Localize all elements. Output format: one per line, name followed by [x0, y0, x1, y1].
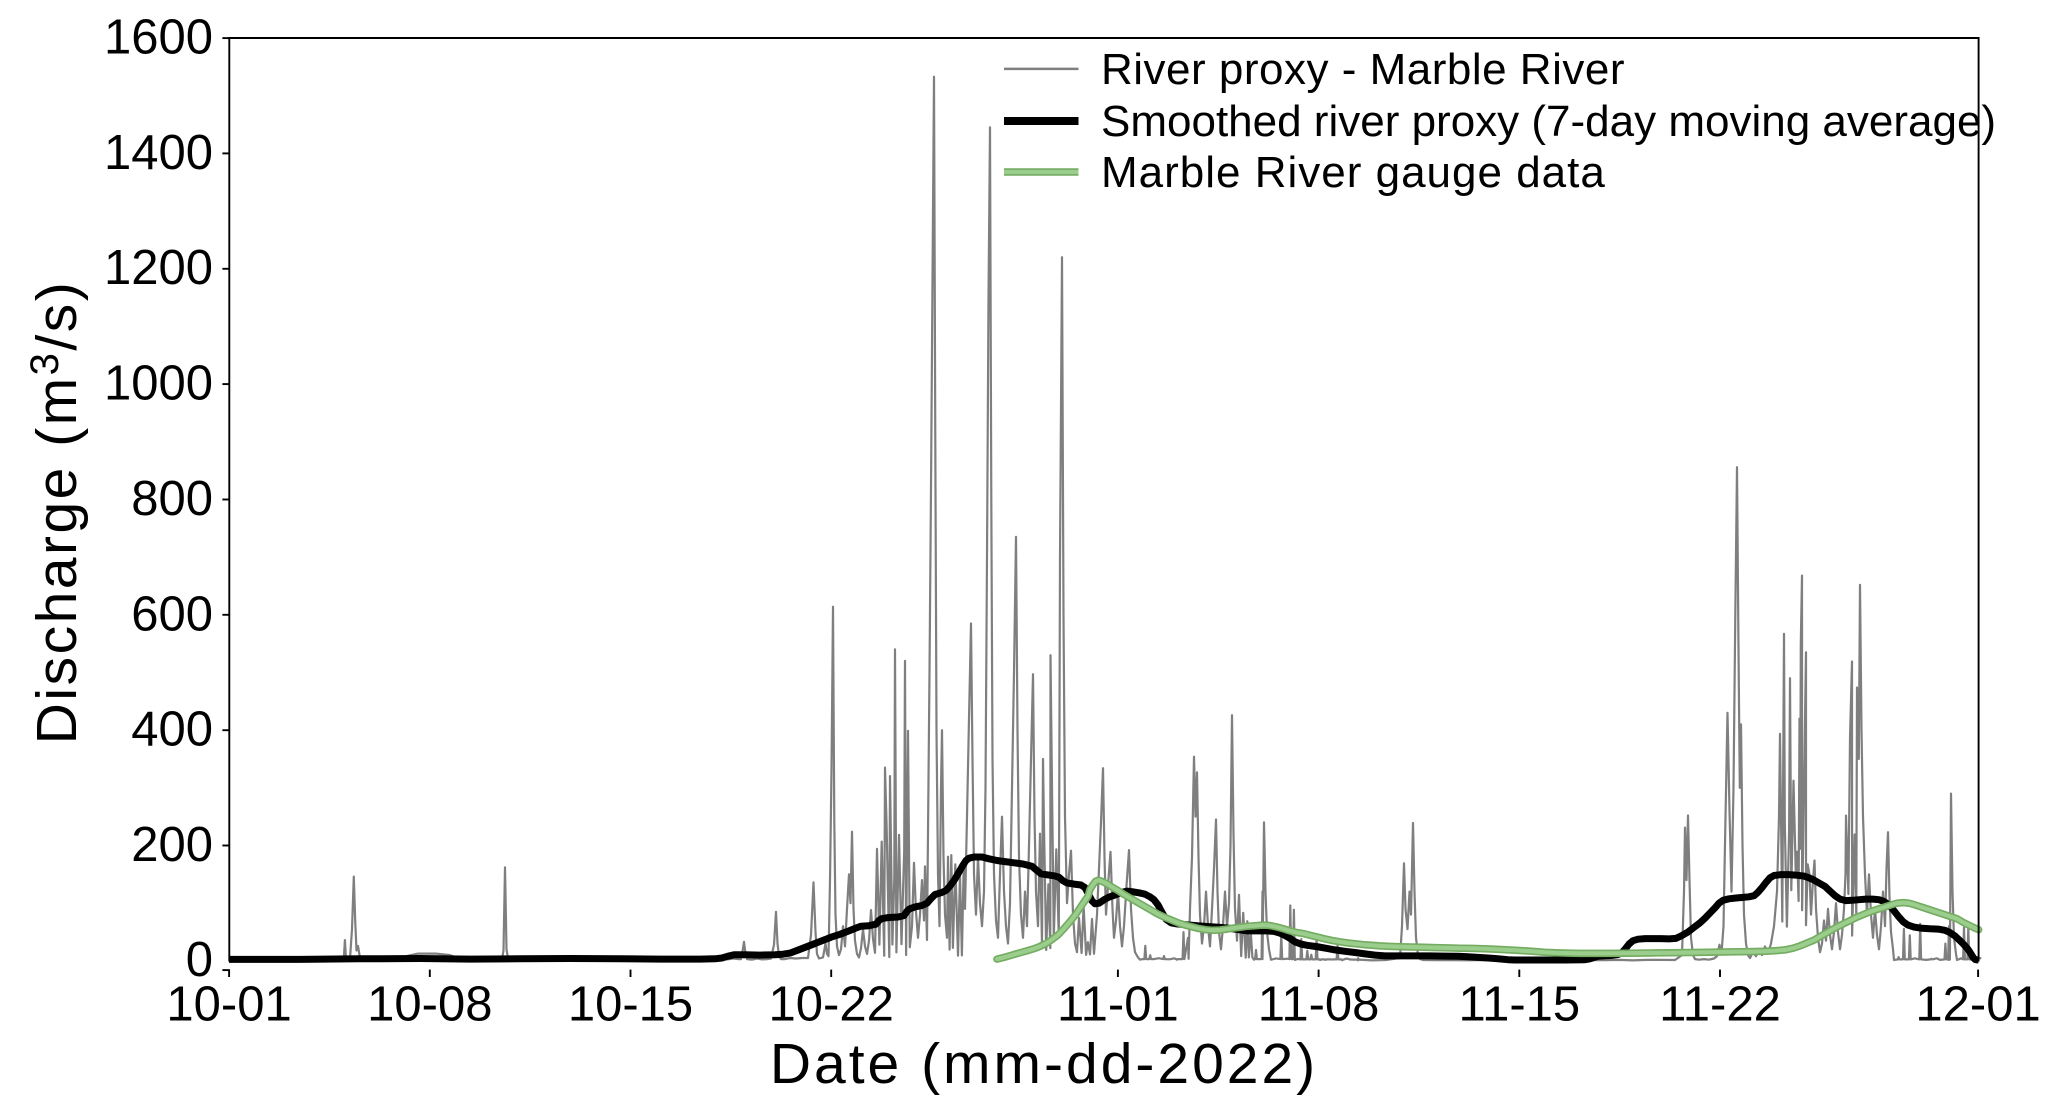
- svg-text:400: 400: [131, 703, 213, 757]
- svg-text:1200: 1200: [104, 241, 213, 295]
- svg-text:River proxy - Marble River: River proxy - Marble River: [1101, 45, 1625, 94]
- svg-text:200: 200: [131, 818, 213, 872]
- svg-text:800: 800: [131, 472, 213, 526]
- svg-text:12-01: 12-01: [1915, 978, 2040, 1032]
- svg-text:10-22: 10-22: [769, 978, 894, 1032]
- svg-text:1600: 1600: [104, 11, 213, 65]
- svg-text:1000: 1000: [104, 357, 213, 411]
- svg-text:11-08: 11-08: [1258, 978, 1380, 1032]
- svg-text:10-08: 10-08: [367, 978, 492, 1032]
- svg-text:1400: 1400: [104, 126, 213, 180]
- svg-text:10-01: 10-01: [166, 978, 291, 1032]
- svg-text:Marble River gauge data: Marble River gauge data: [1101, 148, 1606, 197]
- svg-text:Date (mm-dd-2022): Date (mm-dd-2022): [770, 1032, 1318, 1096]
- svg-text:Smoothed river proxy (7-day mo: Smoothed river proxy (7-day moving avera…: [1101, 97, 1996, 146]
- svg-text:10-15: 10-15: [568, 978, 693, 1032]
- svg-text:11-01: 11-01: [1057, 978, 1179, 1032]
- svg-text:Discharge (m3/s): Discharge (m3/s): [23, 280, 89, 745]
- svg-text:600: 600: [131, 587, 213, 641]
- svg-text:0: 0: [186, 933, 213, 987]
- svg-text:11-15: 11-15: [1458, 978, 1580, 1032]
- svg-text:11-22: 11-22: [1659, 978, 1781, 1032]
